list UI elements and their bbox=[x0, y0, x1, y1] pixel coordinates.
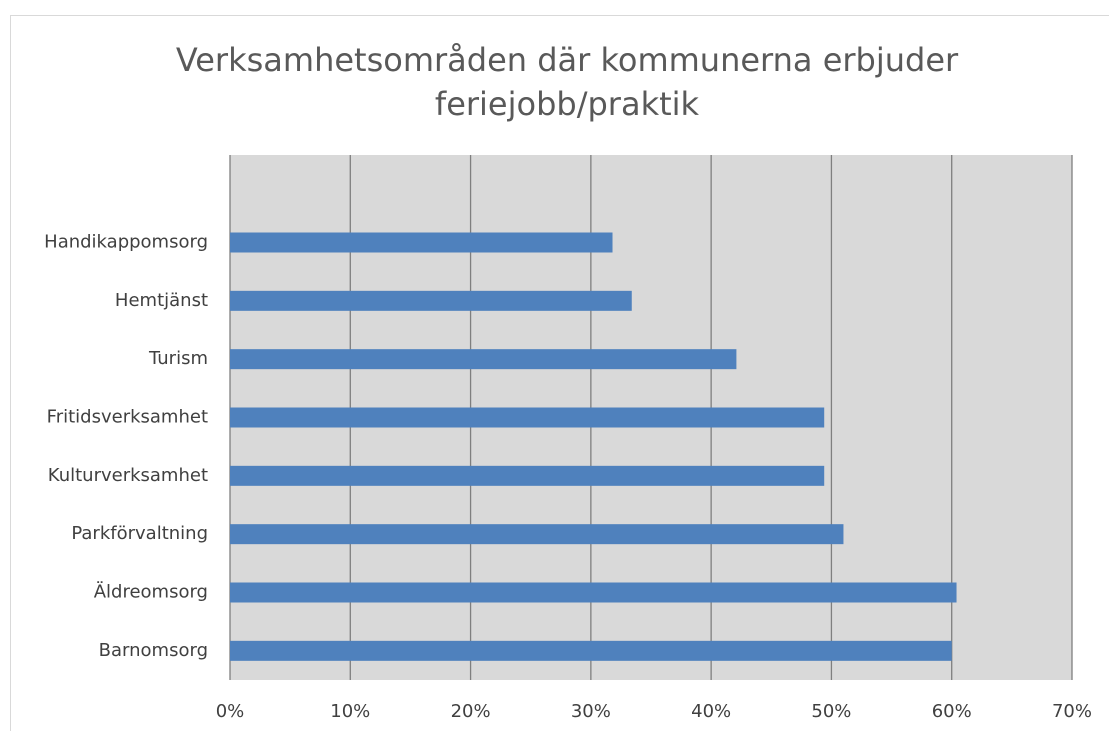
y-tick-label: Fritidsverksamhet bbox=[47, 407, 208, 428]
x-tick-label: 70% bbox=[1052, 701, 1092, 722]
bar bbox=[230, 290, 632, 311]
y-tick-label: Turism bbox=[148, 348, 208, 369]
bar bbox=[230, 349, 737, 370]
bar bbox=[230, 524, 844, 545]
bar bbox=[230, 465, 825, 486]
bar bbox=[230, 232, 613, 253]
x-tick-label: 20% bbox=[451, 701, 491, 722]
x-tick-label: 30% bbox=[571, 701, 611, 722]
x-tick-label: 10% bbox=[330, 701, 370, 722]
y-tick-label: Barnomsorg bbox=[99, 640, 208, 661]
x-tick-label: 50% bbox=[811, 701, 851, 722]
y-tick-label: Hemtjänst bbox=[115, 290, 208, 311]
chart-title: Verksamhetsområden där kommunerna erbjud… bbox=[176, 41, 959, 79]
y-tick-label: Kulturverksamhet bbox=[48, 465, 208, 486]
y-tick-label: Parkförvaltning bbox=[71, 523, 208, 544]
y-tick-label: Handikappomsorg bbox=[44, 232, 208, 253]
bar bbox=[230, 407, 825, 428]
bar bbox=[230, 640, 952, 661]
x-tick-label: 0% bbox=[216, 701, 245, 722]
x-tick-label: 60% bbox=[932, 701, 972, 722]
x-tick-label: 40% bbox=[691, 701, 731, 722]
bar bbox=[230, 582, 957, 603]
y-tick-label: Äldreomsorg bbox=[94, 582, 208, 603]
chart-title: feriejobb/praktik bbox=[435, 85, 700, 123]
